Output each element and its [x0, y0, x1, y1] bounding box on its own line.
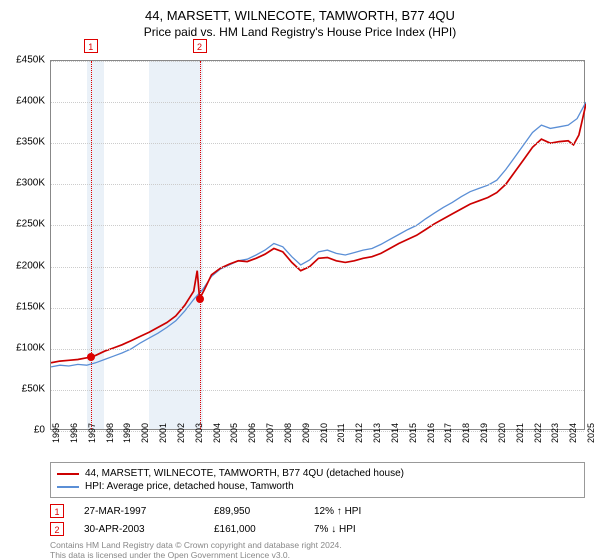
x-tick-label: 2022: [533, 423, 543, 443]
x-tick-label: 2010: [319, 423, 329, 443]
series-line: [51, 102, 586, 367]
x-tick-label: 2007: [265, 423, 275, 443]
x-tick-label: 1995: [51, 423, 61, 443]
y-tick-label: £350K: [16, 137, 45, 148]
y-tick-label: £100K: [16, 342, 45, 353]
y-tick-label: £400K: [16, 96, 45, 107]
y-tick-label: £50K: [22, 383, 45, 394]
x-tick-label: 1999: [122, 423, 132, 443]
y-gridline: [51, 184, 584, 185]
x-tick-label: 2015: [408, 423, 418, 443]
footer-line1: Contains HM Land Registry data © Crown c…: [50, 540, 342, 550]
legend-label: HPI: Average price, detached house, Tamw…: [85, 481, 294, 492]
x-tick-label: 2024: [568, 423, 578, 443]
sale-row: 1 27-MAR-1997 £89,950 12% ↑ HPI: [50, 502, 585, 520]
line-series-svg: [51, 61, 586, 431]
sale-marker-box: 2: [193, 39, 207, 53]
sale-row-delta: 12% ↑ HPI: [314, 506, 361, 517]
sale-row-date: 30-APR-2003: [84, 524, 194, 535]
y-gridline: [51, 349, 584, 350]
x-tick-label: 2004: [212, 423, 222, 443]
x-tick-label: 2023: [550, 423, 560, 443]
legend-label: 44, MARSETT, WILNECOTE, TAMWORTH, B77 4Q…: [85, 468, 404, 479]
x-tick-label: 2012: [354, 423, 364, 443]
x-tick-label: 2013: [372, 423, 382, 443]
sale-marker-box: 1: [84, 39, 98, 53]
footer-attribution: Contains HM Land Registry data © Crown c…: [50, 540, 342, 560]
legend-swatch: [57, 486, 79, 488]
sale-row-delta: 7% ↓ HPI: [314, 524, 356, 535]
x-tick-label: 2008: [283, 423, 293, 443]
x-tick-label: 2019: [479, 423, 489, 443]
sale-row-marker: 1: [50, 504, 64, 518]
legend: 44, MARSETT, WILNECOTE, TAMWORTH, B77 4Q…: [50, 462, 585, 498]
x-tick-label: 2005: [229, 423, 239, 443]
x-tick-label: 1996: [69, 423, 79, 443]
sale-row-date: 27-MAR-1997: [84, 506, 194, 517]
y-gridline: [51, 390, 584, 391]
sale-row-marker: 2: [50, 522, 64, 536]
sale-dot: [87, 353, 95, 361]
x-tick-label: 2001: [158, 423, 168, 443]
y-tick-label: £200K: [16, 260, 45, 271]
y-gridline: [51, 143, 584, 144]
x-tick-label: 2002: [176, 423, 186, 443]
chart-title: 44, MARSETT, WILNECOTE, TAMWORTH, B77 4Q…: [0, 0, 600, 23]
y-tick-label: £450K: [16, 55, 45, 66]
chart-subtitle: Price paid vs. HM Land Registry's House …: [0, 23, 600, 39]
x-tick-label: 2014: [390, 423, 400, 443]
y-tick-label: £300K: [16, 178, 45, 189]
y-gridline: [51, 308, 584, 309]
x-tick-label: 2017: [443, 423, 453, 443]
legend-row: 44, MARSETT, WILNECOTE, TAMWORTH, B77 4Q…: [57, 467, 578, 480]
y-gridline: [51, 102, 584, 103]
x-tick-label: 1998: [105, 423, 115, 443]
sale-dot: [196, 295, 204, 303]
footer-line2: This data is licensed under the Open Gov…: [50, 550, 342, 560]
y-tick-label: £0: [34, 425, 45, 436]
x-tick-label: 2020: [497, 423, 507, 443]
legend-row: HPI: Average price, detached house, Tamw…: [57, 480, 578, 493]
y-tick-label: £250K: [16, 219, 45, 230]
sale-row: 2 30-APR-2003 £161,000 7% ↓ HPI: [50, 520, 585, 538]
x-tick-label: 2016: [426, 423, 436, 443]
sales-table: 1 27-MAR-1997 £89,950 12% ↑ HPI 2 30-APR-2003…: [50, 502, 585, 538]
y-gridline: [51, 267, 584, 268]
chart-container: 44, MARSETT, WILNECOTE, TAMWORTH, B77 4Q…: [0, 0, 600, 560]
sale-row-price: £161,000: [214, 524, 294, 535]
x-tick-label: 2021: [515, 423, 525, 443]
y-gridline: [51, 61, 584, 62]
x-tick-label: 2025: [586, 423, 596, 443]
x-tick-label: 2018: [461, 423, 471, 443]
y-tick-label: £150K: [16, 301, 45, 312]
sale-vline: [200, 61, 201, 429]
x-tick-label: 2000: [140, 423, 150, 443]
x-tick-label: 2011: [336, 423, 346, 442]
y-gridline: [51, 225, 584, 226]
plot-area: 1995199619971998199920002001200220032004…: [50, 60, 585, 430]
sale-vline: [91, 61, 92, 429]
legend-swatch: [57, 473, 79, 475]
x-tick-label: 2006: [247, 423, 257, 443]
x-tick-label: 2009: [301, 423, 311, 443]
sale-row-price: £89,950: [214, 506, 294, 517]
